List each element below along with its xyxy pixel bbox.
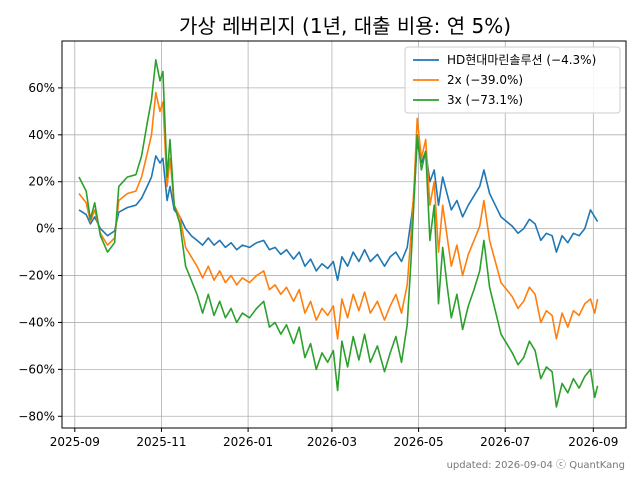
series-line-3 <box>78 59 599 408</box>
y-tick-label: 20% <box>28 175 55 189</box>
footnote: updated: 2026-09-04 ⓒ QuantKang <box>447 459 625 471</box>
chart-title: 가상 레버리지 (1년, 대출 비용: 연 5%) <box>179 14 511 38</box>
y-tick-label: −80% <box>18 409 55 423</box>
y-tick-label: 0% <box>36 222 55 236</box>
series-lines <box>78 59 599 408</box>
x-tick-label: 2026-03 <box>307 435 357 449</box>
y-tick-label: −40% <box>18 315 55 329</box>
legend-box <box>404 46 621 114</box>
series-line-2 <box>78 91 599 340</box>
legend: HD현대마린솔루션 (−4.3%) 2x (−39.0%) 3x (−73.1%) <box>404 46 621 114</box>
x-tick-label: 2026-09 <box>568 435 618 449</box>
x-tick-label: 2026-05 <box>394 435 444 449</box>
series-line-1 <box>78 141 599 281</box>
y-tick-label: 40% <box>28 128 55 142</box>
plot-frame <box>61 40 627 429</box>
x-tick-label: 2025-09 <box>50 435 100 449</box>
legend-label-3: 3x (−73.1%) <box>447 93 523 107</box>
x-tick-label: 2026-07 <box>480 435 530 449</box>
y-tick-label: −20% <box>18 269 55 283</box>
y-tick-label: −60% <box>18 362 55 376</box>
legend-label-2: 2x (−39.0%) <box>447 73 523 87</box>
x-axis-ticks: 2025-09 2025-11 2026-01 2026-03 2026-05 2026-… <box>50 428 618 449</box>
y-tick-label: 60% <box>28 81 55 95</box>
y-axis-ticks: −80% −60% −40% −20% 0% 20% 40% 60% <box>18 81 62 423</box>
x-tick-label: 2026-01 <box>223 435 273 449</box>
legend-label-1: HD현대마린솔루션 (−4.3%) <box>447 53 596 67</box>
x-tick-label: 2025-11 <box>136 435 186 449</box>
